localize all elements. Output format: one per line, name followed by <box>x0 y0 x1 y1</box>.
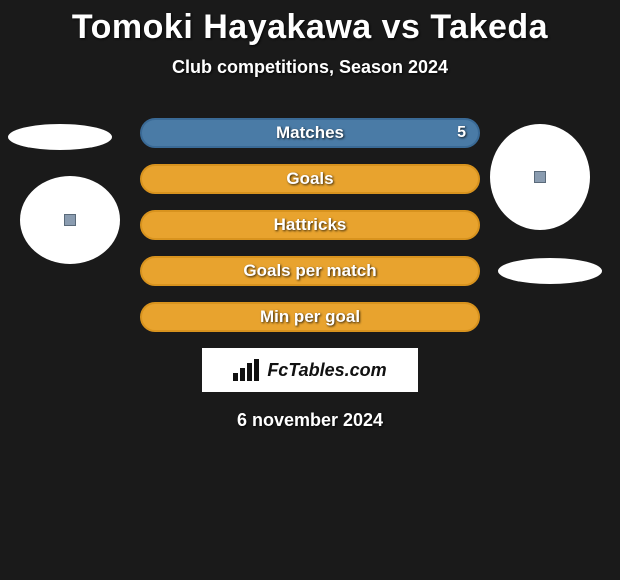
decor-ellipse-bottom-right <box>498 258 602 284</box>
header: Tomoki Hayakawa vs Takeda Club competiti… <box>0 0 620 78</box>
date-label: 6 november 2024 <box>0 410 620 431</box>
stat-row-goals: Goals <box>140 164 480 194</box>
page-title: Tomoki Hayakawa vs Takeda <box>0 8 620 47</box>
stat-label: Min per goal <box>260 307 360 327</box>
logo-bars-icon <box>233 359 261 381</box>
decor-ellipse-top-left <box>8 124 112 150</box>
player-avatar-right <box>490 124 590 230</box>
stat-row-min-per-goal: Min per goal <box>140 302 480 332</box>
stat-label: Matches <box>276 123 344 143</box>
logo: FcTables.com <box>202 348 418 392</box>
stat-value-right: 5 <box>457 124 466 142</box>
stat-bars: Matches 5 Goals Hattricks Goals per matc… <box>140 118 480 332</box>
player-avatar-left <box>20 176 120 264</box>
stat-label: Goals <box>286 169 333 189</box>
logo-text: FcTables.com <box>267 360 386 381</box>
subtitle: Club competitions, Season 2024 <box>0 57 620 78</box>
avatar-placeholder-icon <box>534 171 546 183</box>
stat-row-hattricks: Hattricks <box>140 210 480 240</box>
stat-label: Hattricks <box>274 215 347 235</box>
stat-label: Goals per match <box>243 261 376 281</box>
avatar-placeholder-icon <box>64 214 76 226</box>
stat-row-goals-per-match: Goals per match <box>140 256 480 286</box>
stat-row-matches: Matches 5 <box>140 118 480 148</box>
